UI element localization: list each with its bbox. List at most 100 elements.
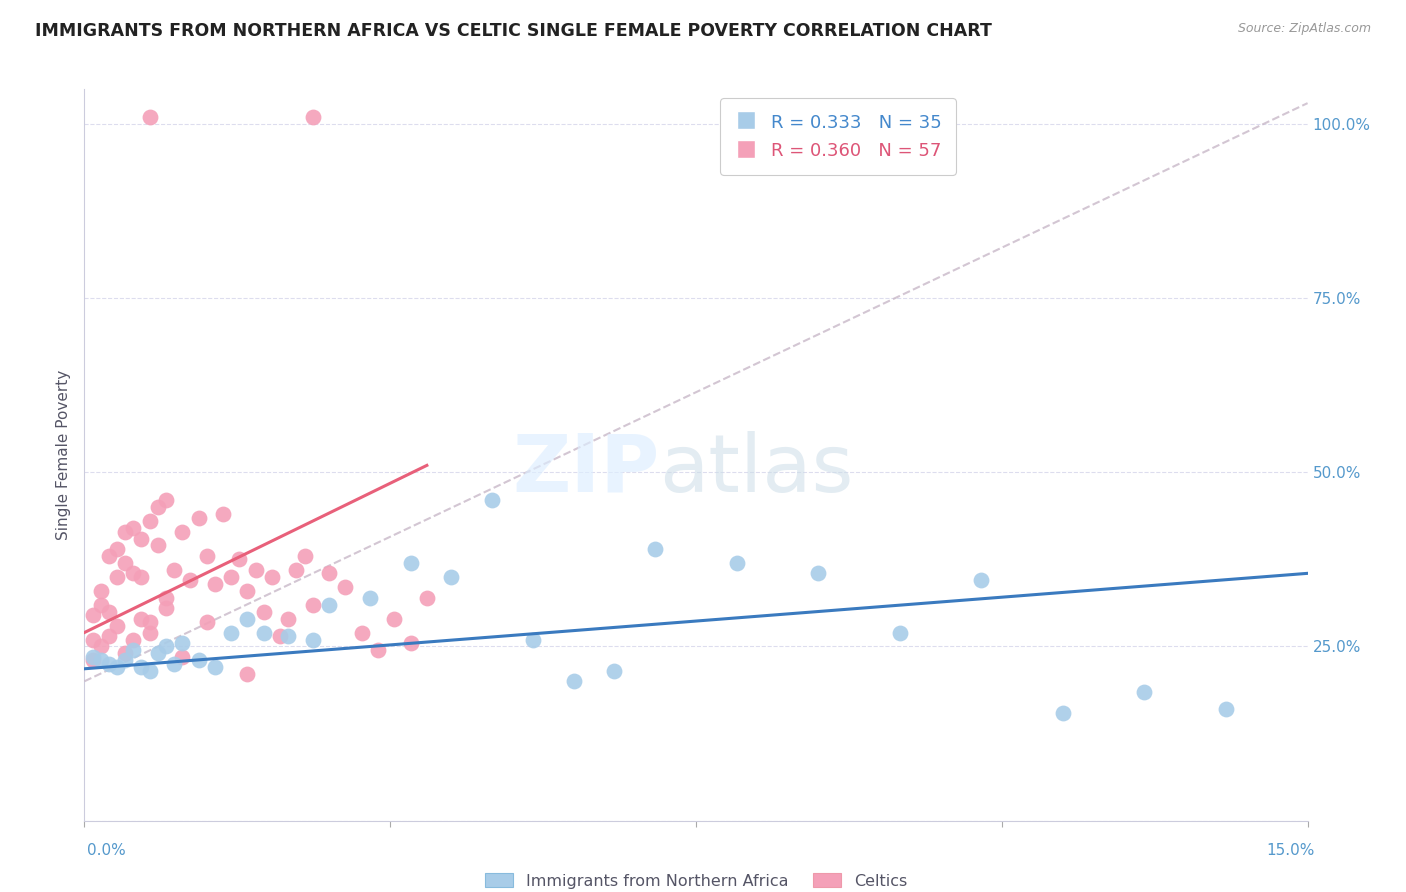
Legend: Immigrants from Northern Africa, Celtics: Immigrants from Northern Africa, Celtics bbox=[477, 865, 915, 892]
Point bbox=[187, 510, 209, 524]
Point bbox=[122, 566, 145, 581]
Point bbox=[146, 647, 169, 661]
Point bbox=[1052, 706, 1074, 720]
Point bbox=[131, 660, 153, 674]
Point bbox=[172, 636, 194, 650]
Point bbox=[260, 570, 283, 584]
Point bbox=[114, 647, 136, 661]
Y-axis label: Single Female Poverty: Single Female Poverty bbox=[56, 370, 72, 540]
Point bbox=[82, 608, 104, 623]
Point bbox=[138, 625, 160, 640]
Text: atlas: atlas bbox=[659, 431, 853, 508]
Point bbox=[807, 566, 830, 581]
Point bbox=[155, 591, 177, 605]
Point bbox=[187, 653, 209, 667]
Point bbox=[90, 653, 112, 667]
Point bbox=[90, 598, 112, 612]
Point bbox=[195, 549, 218, 563]
Point bbox=[82, 632, 104, 647]
Point bbox=[399, 556, 422, 570]
Point bbox=[90, 583, 112, 598]
Point bbox=[97, 629, 120, 643]
Point bbox=[163, 563, 186, 577]
Point bbox=[644, 541, 666, 556]
Point bbox=[301, 110, 323, 124]
Point bbox=[138, 664, 160, 678]
Point bbox=[146, 500, 169, 515]
Point bbox=[253, 605, 276, 619]
Point bbox=[294, 549, 316, 563]
Point bbox=[204, 576, 226, 591]
Point bbox=[359, 591, 381, 605]
Point bbox=[163, 657, 186, 671]
Point bbox=[105, 541, 128, 556]
Point bbox=[399, 636, 422, 650]
Point bbox=[131, 532, 153, 546]
Point bbox=[228, 552, 250, 566]
Point bbox=[269, 629, 291, 643]
Point bbox=[318, 598, 340, 612]
Text: 15.0%: 15.0% bbox=[1267, 843, 1315, 858]
Point bbox=[97, 657, 120, 671]
Point bbox=[301, 632, 323, 647]
Point bbox=[172, 649, 194, 664]
Point bbox=[204, 660, 226, 674]
Point bbox=[219, 625, 242, 640]
Point bbox=[122, 521, 145, 535]
Text: ZIP: ZIP bbox=[512, 431, 659, 508]
Point bbox=[335, 580, 357, 594]
Point bbox=[1133, 685, 1156, 699]
Text: Source: ZipAtlas.com: Source: ZipAtlas.com bbox=[1237, 22, 1371, 36]
Point bbox=[603, 664, 626, 678]
Point bbox=[522, 632, 544, 647]
Point bbox=[195, 615, 218, 629]
Point bbox=[1215, 702, 1237, 716]
Point bbox=[131, 612, 153, 626]
Point bbox=[212, 507, 235, 521]
Point bbox=[253, 625, 276, 640]
Point bbox=[82, 653, 104, 667]
Point bbox=[97, 549, 120, 563]
Point bbox=[219, 570, 242, 584]
Point bbox=[114, 556, 136, 570]
Point bbox=[122, 632, 145, 647]
Point bbox=[725, 556, 748, 570]
Point bbox=[382, 612, 405, 626]
Point bbox=[146, 539, 169, 553]
Point bbox=[172, 524, 194, 539]
Point bbox=[155, 493, 177, 508]
Point bbox=[236, 583, 259, 598]
Point bbox=[301, 598, 323, 612]
Point bbox=[970, 574, 993, 588]
Point bbox=[114, 524, 136, 539]
Point bbox=[155, 601, 177, 615]
Point bbox=[97, 605, 120, 619]
Point bbox=[138, 615, 160, 629]
Point bbox=[138, 110, 160, 124]
Point bbox=[416, 591, 439, 605]
Point bbox=[562, 674, 585, 689]
Point bbox=[138, 514, 160, 528]
Point bbox=[82, 649, 104, 664]
Point bbox=[105, 660, 128, 674]
Text: 0.0%: 0.0% bbox=[87, 843, 127, 858]
Point bbox=[236, 612, 259, 626]
Point bbox=[889, 625, 911, 640]
Point bbox=[105, 618, 128, 632]
Point bbox=[277, 629, 299, 643]
Point bbox=[277, 612, 299, 626]
Point bbox=[236, 667, 259, 681]
Point bbox=[131, 570, 153, 584]
Point bbox=[114, 653, 136, 667]
Point bbox=[105, 570, 128, 584]
Point bbox=[90, 640, 112, 654]
Point bbox=[481, 493, 503, 508]
Point bbox=[155, 640, 177, 654]
Point bbox=[245, 563, 267, 577]
Point bbox=[440, 570, 463, 584]
Text: IMMIGRANTS FROM NORTHERN AFRICA VS CELTIC SINGLE FEMALE POVERTY CORRELATION CHAR: IMMIGRANTS FROM NORTHERN AFRICA VS CELTI… bbox=[35, 22, 993, 40]
Point bbox=[367, 643, 389, 657]
Point bbox=[179, 574, 201, 588]
Point bbox=[285, 563, 308, 577]
Point bbox=[122, 643, 145, 657]
